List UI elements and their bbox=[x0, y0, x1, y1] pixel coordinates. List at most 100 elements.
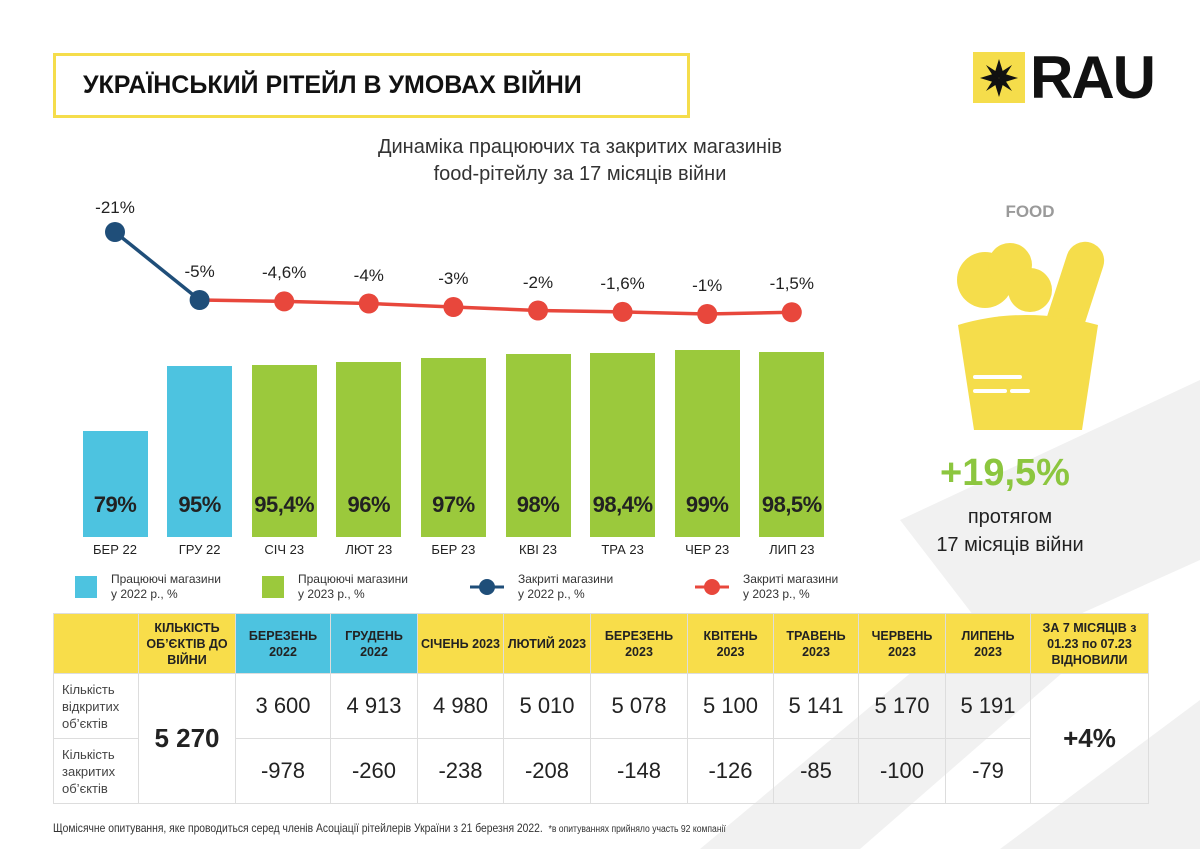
closed-count-cell: -148 bbox=[590, 738, 688, 804]
closed-count-cell: -238 bbox=[417, 738, 504, 804]
x-tick-label: ГРУ 22 bbox=[178, 542, 221, 557]
bar-ЛИП-23 bbox=[759, 352, 825, 537]
table-header-cell: ТРАВЕНЬ 2023 bbox=[773, 613, 859, 674]
legend-line-marker bbox=[470, 579, 504, 595]
closed-count-cell: -100 bbox=[858, 738, 946, 804]
table-row-closed: Кількість закритих об’єктів -978 -260 -238… bbox=[53, 738, 1149, 804]
table-row-open: Кількість відкритих об’єктів 5 270 3 600… bbox=[53, 673, 1149, 804]
closed-count-cell: -79 bbox=[945, 738, 1031, 804]
bar-СІЧ-23 bbox=[251, 364, 317, 537]
open-count-cell: 5 191 bbox=[945, 673, 1031, 739]
table-header-cell: ЧЕРВЕНЬ 2023 bbox=[858, 613, 946, 674]
closed-count-cell: -978 bbox=[235, 738, 331, 804]
legend-working-2023: Працюючі магазини у 2023 р., % bbox=[262, 572, 408, 602]
legend-label: Закриті магазини bbox=[518, 572, 614, 586]
category-label: FOOD bbox=[1005, 202, 1055, 221]
growth-caption-2: 17 місяців війни bbox=[936, 534, 1084, 556]
table-header-cell: ГРУДЕНЬ 2022 bbox=[330, 613, 418, 674]
closed-count-cell: -126 bbox=[687, 738, 774, 804]
open-count-cell: 5 078 bbox=[590, 673, 688, 739]
line-point-label: -5% bbox=[184, 262, 215, 281]
logo-text: RAU bbox=[1030, 44, 1156, 111]
bar-value-label: 79% bbox=[93, 492, 137, 517]
bar-value-label: 98,4% bbox=[592, 492, 653, 517]
star-logo-icon bbox=[973, 52, 1025, 103]
stores-table: КІЛЬКІСТЬ ОБ’ЄКТІВ ДО ВІЙНИ БЕРЕЗЕНЬ 2022… bbox=[53, 613, 1149, 804]
bar-value-label: 95,4% bbox=[254, 492, 315, 517]
footer-footnote: *в опитуваннях прийняло участь 92 компан… bbox=[548, 824, 726, 835]
closed-count-cell: -85 bbox=[773, 738, 859, 804]
legend-line-marker bbox=[695, 579, 729, 595]
bar-БЕР-22 bbox=[82, 431, 148, 537]
open-count-cell: 4 980 bbox=[417, 673, 504, 739]
bar-value-label: 97% bbox=[432, 492, 475, 517]
line-point bbox=[189, 290, 210, 310]
table-header-cell: КВІТЕНЬ 2023 bbox=[687, 613, 774, 674]
legend-working-2022: Працюючі магазини у 2022 р., % bbox=[75, 572, 221, 602]
line-point bbox=[443, 297, 464, 317]
bar-value-label: 99% bbox=[685, 492, 729, 517]
line-series-2 bbox=[113, 230, 201, 302]
legend-label: Закриті магазини bbox=[743, 572, 839, 586]
line-point-label: -2% bbox=[522, 272, 554, 292]
line-point bbox=[105, 222, 125, 242]
x-tick-label: ТРА 23 bbox=[601, 542, 644, 557]
table-header-cell: БЕРЕЗЕНЬ 2023 bbox=[590, 613, 688, 674]
legend-label: Працюючі магазини bbox=[111, 572, 221, 586]
footer-text: Щомісячне опитування, яке проводиться се… bbox=[53, 821, 543, 835]
line-point bbox=[697, 304, 718, 324]
x-tick-label: БЕР 22 bbox=[93, 542, 137, 557]
table-header-cell: КІЛЬКІСТЬ ОБ’ЄКТІВ ДО ВІЙНИ bbox=[138, 613, 236, 674]
line-point-label: -1,5% bbox=[769, 274, 814, 294]
legend-label: у 2022 р., % bbox=[111, 587, 178, 601]
bar-value-label: 98% bbox=[516, 492, 560, 517]
line-point-label: -1,6% bbox=[600, 273, 645, 293]
line-point bbox=[781, 302, 802, 323]
table-header-row: КІЛЬКІСТЬ ОБ’ЄКТІВ ДО ВІЙНИ БЕРЕЗЕНЬ 2022… bbox=[53, 613, 1149, 674]
legend-label: Працюючі магазини bbox=[298, 572, 408, 586]
row-label: Кількість закритих об’єктів bbox=[53, 738, 139, 804]
legend-swatch bbox=[75, 576, 97, 598]
open-count-cell: 5 010 bbox=[503, 673, 591, 739]
closed-count-cell: -208 bbox=[503, 738, 591, 804]
x-tick-label: КВІ 23 bbox=[519, 542, 557, 557]
bar-ЛЮТ-23 bbox=[336, 362, 402, 537]
bar-ТРА-23 bbox=[590, 352, 656, 537]
table-header-cell: ЗА 7 МІСЯЦІВ з 01.23 по 07.23 ВІДНОВИЛИ bbox=[1030, 613, 1149, 674]
footer-note: Щомісячне опитування, яке проводиться се… bbox=[53, 821, 726, 835]
open-count-cell: 5 170 bbox=[858, 673, 946, 739]
x-tick-label: БЕР 23 bbox=[431, 542, 476, 557]
legend-closed-2022: Закриті магазини у 2022 р., % bbox=[470, 572, 613, 602]
line-point-label: -3% bbox=[438, 269, 469, 288]
growth-value: +19,5% bbox=[940, 452, 1070, 494]
open-count-cell: 5 100 bbox=[687, 673, 774, 739]
line-point-label: -21% bbox=[95, 198, 135, 217]
table-header-cell: БЕРЕЗЕНЬ 2022 bbox=[235, 613, 331, 674]
chart-title-line1: Динаміка працюючих та закритих магазинів bbox=[377, 136, 783, 158]
table-header-cell bbox=[53, 613, 139, 674]
legend-label: у 2023 р., % bbox=[298, 587, 365, 601]
bar-ГРУ-22 bbox=[167, 366, 233, 537]
legend-closed-2023: Закриті магазини у 2023 р., % bbox=[695, 572, 838, 602]
bar-value-label: 98,5% bbox=[761, 492, 822, 517]
open-count-cell: 5 141 bbox=[773, 673, 859, 739]
open-count-cell: 4 913 bbox=[330, 673, 418, 739]
line-point-label: -4,6% bbox=[261, 263, 307, 283]
legend-label: у 2023 р., % bbox=[743, 587, 810, 601]
x-tick-label: ЛЮТ 23 bbox=[345, 542, 393, 557]
x-tick-label: СІЧ 23 bbox=[264, 542, 305, 557]
open-count-cell: 3 600 bbox=[235, 673, 331, 739]
chart: 79% 95% 95,4% 96% 97% 98% 98,4% 99% 98,5% БЕР 22 Г… bbox=[82, 198, 825, 557]
bar-value-label: 96% bbox=[347, 492, 391, 517]
line-series-3 bbox=[199, 298, 792, 316]
table-header-cell: СІЧЕНЬ 2023 bbox=[417, 613, 504, 674]
restored-percent: +4% bbox=[1030, 673, 1149, 804]
closed-count-cell: -260 bbox=[330, 738, 418, 804]
legend-swatch bbox=[262, 576, 284, 598]
bar-КВІ-23 bbox=[505, 354, 571, 537]
growth-caption-1: протягом bbox=[967, 506, 1053, 528]
line-point bbox=[274, 291, 295, 312]
line-point-label: -1% bbox=[692, 276, 723, 295]
line-point bbox=[612, 301, 633, 322]
chart-title-line2: food-рітейлу за 17 місяців війни bbox=[433, 163, 727, 185]
